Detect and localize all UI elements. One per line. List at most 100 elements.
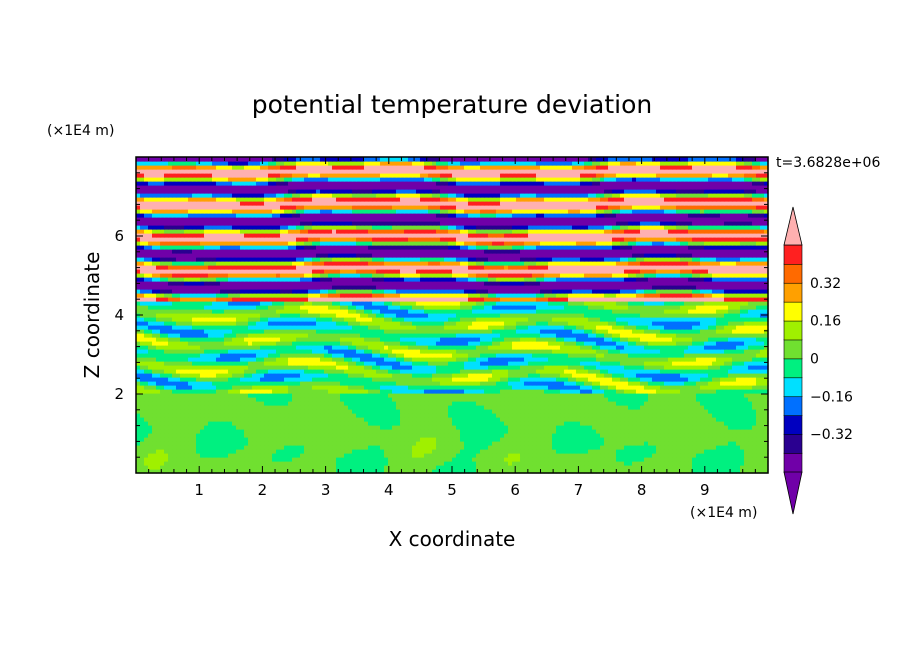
heatmap-cell bbox=[144, 453, 149, 458]
heatmap-cell bbox=[404, 465, 409, 470]
heatmap-cell bbox=[152, 421, 157, 426]
heatmap-cell bbox=[380, 373, 385, 378]
heatmap-cell bbox=[732, 417, 737, 422]
heatmap-cell bbox=[728, 389, 733, 394]
heatmap-cell bbox=[372, 449, 377, 454]
heatmap-cell bbox=[304, 465, 309, 470]
heatmap-cell bbox=[188, 385, 193, 390]
heatmap-cell bbox=[304, 381, 309, 386]
heatmap-cell bbox=[760, 393, 765, 398]
heatmap-cell bbox=[296, 461, 301, 466]
heatmap-cell bbox=[752, 353, 757, 358]
heatmap-cell bbox=[260, 401, 265, 406]
heatmap-cell bbox=[632, 401, 637, 406]
heatmap-cell bbox=[440, 373, 445, 378]
heatmap-cell bbox=[764, 401, 769, 406]
heatmap-cell bbox=[284, 449, 289, 454]
heatmap-cell bbox=[592, 413, 597, 418]
heatmap-cell bbox=[348, 421, 353, 426]
heatmap-cell bbox=[320, 429, 325, 434]
heatmap-cell bbox=[508, 465, 513, 470]
heatmap-cell bbox=[228, 441, 233, 446]
heatmap-cell bbox=[388, 409, 393, 414]
heatmap-cell bbox=[236, 389, 241, 394]
heatmap-cell bbox=[344, 437, 349, 442]
heatmap-cell bbox=[728, 465, 733, 470]
heatmap-cell bbox=[464, 353, 469, 358]
heatmap-cell bbox=[288, 469, 293, 474]
heatmap-cell bbox=[608, 365, 613, 370]
heatmap-cell bbox=[412, 449, 417, 454]
heatmap-cell bbox=[196, 449, 201, 454]
heatmap-cell bbox=[488, 465, 493, 470]
heatmap-cell bbox=[700, 361, 705, 366]
heatmap-cell bbox=[600, 409, 605, 414]
heatmap-cell bbox=[184, 401, 189, 406]
heatmap-cell bbox=[156, 353, 161, 358]
heatmap-cell bbox=[268, 373, 273, 378]
heatmap-cell bbox=[464, 357, 469, 362]
heatmap-cell bbox=[392, 397, 397, 402]
heatmap-cell bbox=[640, 353, 645, 358]
heatmap-cell bbox=[140, 445, 145, 450]
heatmap-cell bbox=[420, 449, 425, 454]
heatmap-cell bbox=[584, 453, 589, 458]
heatmap-cell bbox=[448, 437, 453, 442]
heatmap-cell bbox=[376, 465, 381, 470]
heatmap-cell bbox=[184, 413, 189, 418]
heatmap-cell bbox=[332, 469, 337, 474]
heatmap-cell bbox=[144, 361, 149, 366]
heatmap-cell bbox=[428, 413, 433, 418]
heatmap-cell bbox=[396, 373, 401, 378]
heatmap-cell bbox=[208, 345, 213, 350]
heatmap-cell bbox=[296, 345, 301, 350]
heatmap-cell bbox=[428, 389, 433, 394]
heatmap-cell bbox=[460, 381, 465, 386]
heatmap-cell bbox=[184, 465, 189, 470]
heatmap-cell bbox=[328, 441, 333, 446]
heatmap-cell bbox=[696, 353, 701, 358]
heatmap-cell bbox=[428, 405, 433, 410]
heatmap-cell bbox=[428, 393, 433, 398]
heatmap-cell bbox=[460, 389, 465, 394]
heatmap-cell bbox=[568, 373, 573, 378]
heatmap-cell bbox=[596, 381, 601, 386]
heatmap-cell bbox=[356, 349, 361, 354]
heatmap-cell bbox=[372, 377, 377, 382]
heatmap-cell bbox=[380, 369, 385, 374]
heatmap-cell bbox=[268, 441, 273, 446]
heatmap-cell bbox=[672, 425, 677, 430]
heatmap-cell bbox=[372, 349, 377, 354]
heatmap-cell bbox=[408, 433, 413, 438]
heatmap-cell bbox=[184, 397, 189, 402]
heatmap-cell bbox=[368, 361, 373, 366]
heatmap-cell bbox=[368, 449, 373, 454]
heatmap-cell bbox=[708, 461, 713, 466]
heatmap-cell bbox=[320, 409, 325, 414]
heatmap-cell bbox=[600, 445, 605, 450]
heatmap-cell bbox=[296, 369, 301, 374]
heatmap-cell bbox=[188, 413, 193, 418]
heatmap-cell bbox=[372, 457, 377, 462]
heatmap-cell bbox=[332, 405, 337, 410]
heatmap-cell bbox=[272, 381, 277, 386]
heatmap-cell bbox=[740, 417, 745, 422]
heatmap-cell bbox=[252, 437, 257, 442]
heatmap-cell bbox=[460, 373, 465, 378]
heatmap-cell bbox=[688, 421, 693, 426]
heatmap-cell bbox=[704, 417, 709, 422]
heatmap-cell bbox=[448, 345, 453, 350]
heatmap-cell bbox=[580, 385, 585, 390]
heatmap-cell bbox=[512, 361, 517, 366]
heatmap-cell bbox=[240, 365, 245, 370]
heatmap-cell bbox=[500, 445, 505, 450]
heatmap-cell bbox=[288, 385, 293, 390]
heatmap-cell bbox=[716, 437, 721, 442]
heatmap-cell bbox=[700, 437, 705, 442]
heatmap-cell bbox=[708, 425, 713, 430]
heatmap-cell bbox=[188, 353, 193, 358]
heatmap-cell bbox=[732, 413, 737, 418]
heatmap-cell bbox=[360, 457, 365, 462]
heatmap-cell bbox=[656, 453, 661, 458]
heatmap-cell bbox=[748, 357, 753, 362]
